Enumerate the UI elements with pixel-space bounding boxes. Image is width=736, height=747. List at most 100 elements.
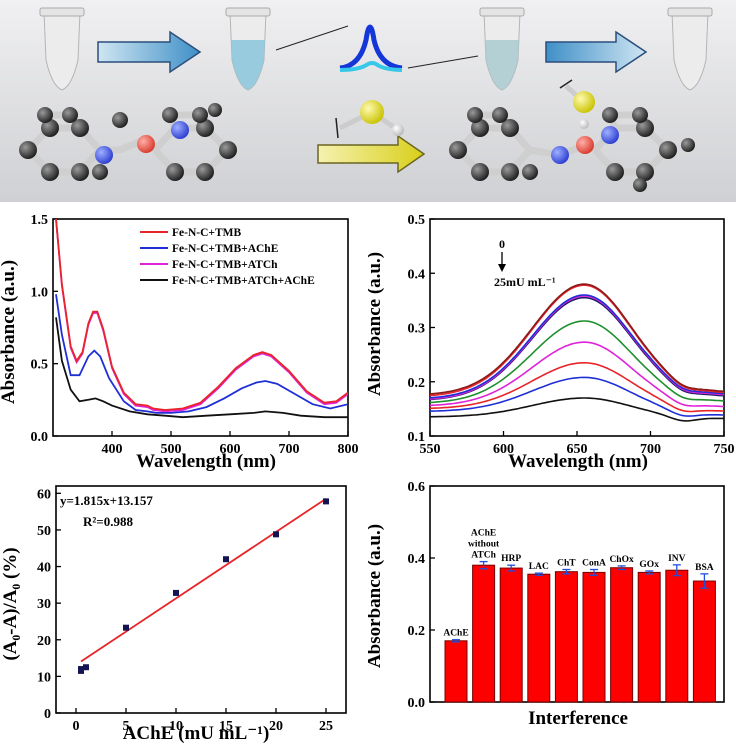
bar-category-label: ATCh: [471, 551, 496, 561]
bar-category-label: ChT: [557, 559, 576, 569]
y-axis-label: (A₀-A)/A₀ (%): [0, 547, 21, 660]
series-line: [429, 397, 724, 422]
x-tick-label: 25: [319, 719, 333, 734]
bar: [610, 567, 634, 703]
y-tick-label: 0.2: [408, 624, 426, 639]
series-line: [55, 317, 348, 419]
data-point: [273, 531, 279, 538]
arrow-left-icon: [545, 30, 648, 74]
chart-a-absorbance-spectra: Absorbance (a.u.) Wavelength (nm) 400 500…: [0, 213, 359, 472]
fit-equation: y=1.815x+13.157: [60, 493, 153, 508]
y-tick-label: 0.2: [408, 376, 426, 391]
bar-category-label: AChE: [471, 529, 496, 539]
x-tick-label: 700: [640, 442, 661, 457]
x-tick-label: 600: [493, 442, 514, 457]
data-point: [78, 666, 84, 673]
x-axis-label: Wavelength (nm): [508, 451, 648, 472]
y-tick-label: 40: [37, 561, 51, 576]
series-line: [429, 283, 725, 395]
y-tick-label: 0.0: [31, 430, 49, 445]
y-tick-label: 0.4: [408, 552, 426, 567]
y-tick-label: 20: [37, 634, 51, 649]
bar: [472, 564, 496, 703]
thiocholine-icon: [335, 100, 404, 139]
y-tick-label: 50: [37, 524, 51, 539]
chart-b-absorbance-vs-ache: Absorbance (a.u.) Wavelength (nm) 550 600…: [368, 213, 735, 472]
data-point: [83, 664, 89, 671]
bar: [444, 640, 468, 703]
fe-n-c-molecule-icon: [19, 103, 237, 181]
annotation-start: 0: [499, 237, 505, 251]
bar-category-label: HRP: [501, 554, 521, 564]
x-tick-label: 550: [420, 442, 441, 457]
arrow-right-icon: [317, 134, 426, 174]
bar: [692, 580, 716, 703]
tube-icon: [479, 7, 525, 91]
legend-label: Fe-N-C+TMB+ATCh: [172, 259, 278, 271]
y-axis-label: Absorbance (a.u.): [368, 524, 385, 668]
x-tick-label: 15: [219, 719, 233, 734]
bar-category-label: AChE: [443, 629, 468, 639]
data-point: [173, 589, 179, 596]
bar: [527, 573, 551, 703]
x-tick-label: 600: [220, 442, 241, 457]
y-tick-label: 60: [37, 487, 51, 502]
plot-frame: [52, 218, 349, 437]
y-tick-label: 0.3: [408, 322, 426, 337]
y-axis-label: Absorbance (a.u.): [368, 252, 385, 396]
fe-n-c-molecule-icon: [449, 107, 695, 192]
arrow-down-icon: [498, 264, 506, 272]
x-axis-label: Interference: [528, 708, 628, 729]
fit-line: [80, 497, 327, 663]
data-point: [323, 498, 329, 505]
y-tick-label: 0.6: [408, 480, 426, 495]
annotation-end: 25mU mL⁻¹: [494, 275, 556, 289]
bar: [554, 571, 578, 703]
legend-label: Fe-N-C+TMB+ATCh+AChE: [172, 275, 315, 287]
y-tick-label: 0.5: [408, 213, 426, 228]
thiocholine-icon: [559, 79, 595, 129]
plot-frame: [55, 485, 347, 714]
bar-category-label: INV: [668, 554, 686, 564]
y-tick-label: 0.0: [408, 696, 426, 711]
y-tick-label: 30: [37, 597, 51, 612]
chart-c-calibration-scatter: (A₀-A)/A₀ (%) AChE (mU mL⁻¹) 0 5 10 15 20 25 0…: [0, 485, 347, 744]
bar: [582, 571, 606, 703]
bar: [499, 567, 523, 703]
series-line: [429, 284, 725, 397]
tube-icon: [667, 7, 713, 91]
series-line: [429, 294, 725, 399]
x-tick-label: 650: [567, 442, 588, 457]
bar: [665, 569, 689, 703]
y-tick-label: 0.1: [408, 430, 426, 445]
data-point: [123, 624, 129, 631]
arrow-right-icon: [97, 30, 202, 74]
x-tick-label: 400: [102, 442, 123, 457]
x-axis-label: AChE (mU mL⁻¹): [123, 723, 270, 744]
series-line: [429, 362, 725, 413]
bar-category-label: ConA: [582, 559, 606, 569]
y-tick-label: 1.5: [31, 213, 49, 228]
bar-category-label: LAC: [529, 562, 549, 572]
y-tick-label: 0: [44, 707, 51, 722]
legend-label: Fe-N-C+TMB: [172, 227, 241, 239]
x-tick-label: 0: [73, 719, 80, 734]
series-line: [429, 295, 725, 400]
series-line: [429, 320, 725, 404]
y-tick-label: 10: [37, 670, 51, 685]
x-tick-label: 750: [714, 442, 735, 457]
x-tick-label: 10: [169, 719, 183, 734]
reaction-scheme-illustration: [0, 0, 736, 202]
x-axis-label: Wavelength (nm): [136, 451, 276, 472]
series-line: [429, 341, 725, 408]
chart-d-interference-bars: Absorbance (a.u.) Interference 0.0 0.2 0.4…: [368, 480, 725, 729]
x-tick-label: 20: [269, 719, 283, 734]
x-tick-label: 700: [279, 442, 300, 457]
x-tick-label: 500: [161, 442, 182, 457]
data-point: [223, 556, 229, 563]
bar-category-label: BSA: [695, 563, 714, 573]
y-tick-label: 1.0: [31, 285, 49, 300]
x-tick-label: 5: [123, 719, 130, 734]
y-axis-label: Absorbance (a.u.): [0, 260, 19, 404]
tube-icon: [39, 7, 85, 91]
